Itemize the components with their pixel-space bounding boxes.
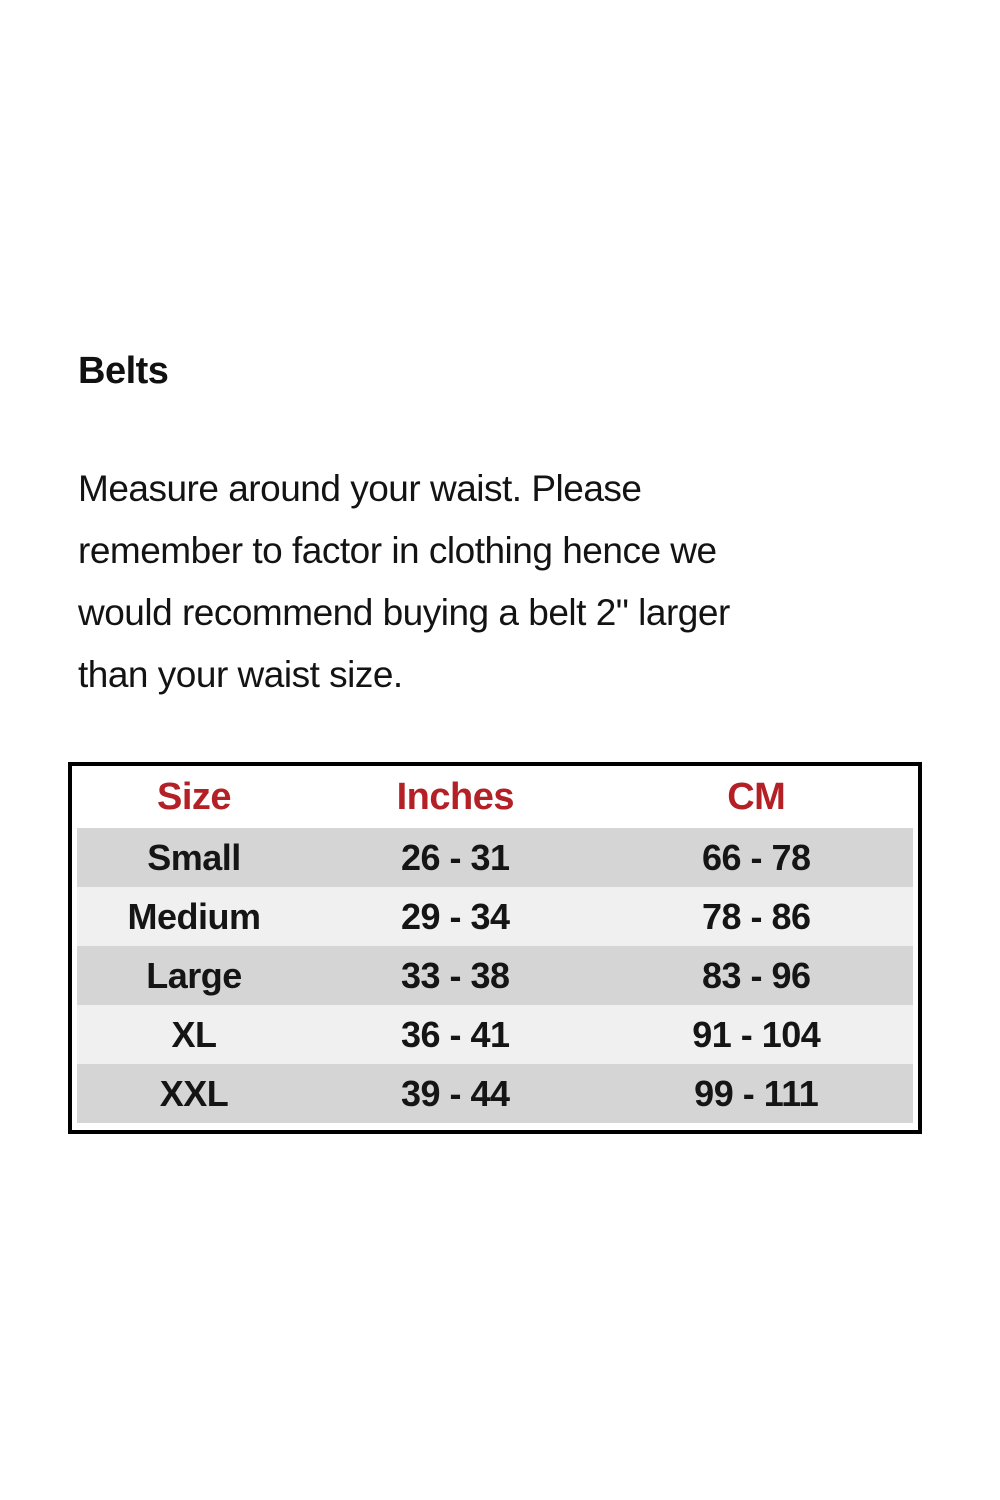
- cell-inches: 36 - 41: [311, 1005, 600, 1064]
- column-header-inches: Inches: [311, 766, 600, 828]
- cell-inches: 26 - 31: [311, 828, 600, 887]
- column-header-cm: CM: [599, 766, 913, 828]
- measurement-instructions: Measure around your waist. Please rememb…: [78, 468, 730, 695]
- size-chart-body: Small 26 - 31 66 - 78 Medium 29 - 34 78 - 86 L…: [77, 828, 913, 1123]
- cell-cm: 83 - 96: [599, 946, 913, 1005]
- column-header-size: Size: [77, 766, 312, 828]
- cell-size: Large: [77, 946, 312, 1005]
- cell-size: Small: [77, 828, 312, 887]
- cell-cm: 99 - 111: [599, 1064, 913, 1123]
- cell-cm: 78 - 86: [599, 887, 913, 946]
- cell-cm: 91 - 104: [599, 1005, 913, 1064]
- header-row: Size Inches CM: [77, 766, 913, 828]
- cell-size: XXL: [77, 1064, 312, 1123]
- size-chart-table: Size Inches CM Small 26 - 31 66 - 78 Medium…: [68, 762, 922, 1134]
- table-row: Medium 29 - 34 78 - 86: [77, 887, 913, 946]
- cell-inches: 33 - 38: [311, 946, 600, 1005]
- cell-cm: 66 - 78: [599, 828, 913, 887]
- page-title: Belts: [78, 350, 169, 392]
- size-chart: Size Inches CM Small 26 - 31 66 - 78 Medium…: [77, 766, 913, 1123]
- table-row: XXL 39 - 44 99 - 111: [77, 1064, 913, 1123]
- table-row: XL 36 - 41 91 - 104: [77, 1005, 913, 1064]
- cell-inches: 29 - 34: [311, 887, 600, 946]
- table-row: Small 26 - 31 66 - 78: [77, 828, 913, 887]
- cell-inches: 39 - 44: [311, 1064, 600, 1123]
- cell-size: XL: [77, 1005, 312, 1064]
- cell-size: Medium: [77, 887, 312, 946]
- table-row: Large 33 - 38 83 - 96: [77, 946, 913, 1005]
